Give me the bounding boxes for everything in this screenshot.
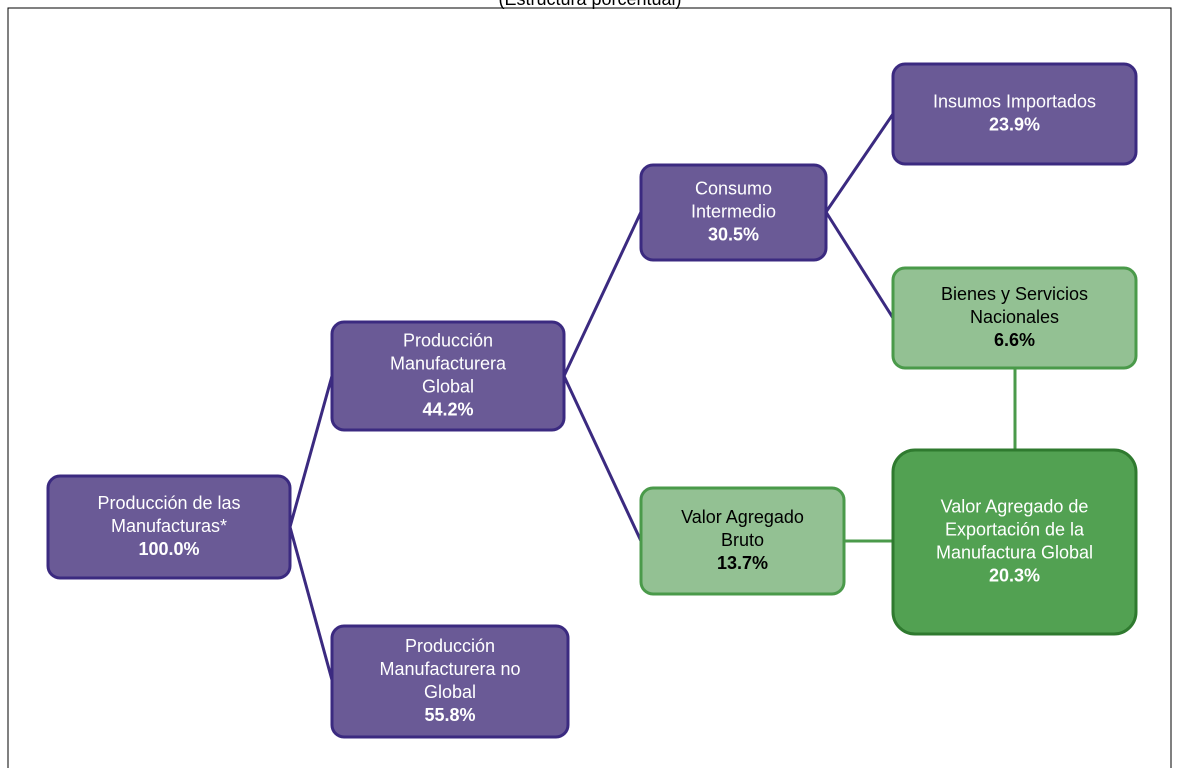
node-label: Global [424,682,476,702]
node-label: Bruto [721,530,764,550]
node-box [891,266,1138,370]
connector [288,375,334,528]
node: Insumos Importados 23.9% [891,62,1138,166]
node: Producción Manufacturera no Global 55.8% [330,624,570,739]
node: Consumo Intermedio 30.5% [639,163,828,262]
node-label: Producción [405,636,495,656]
node-label: Manufacturas* [111,516,227,536]
frame [7,7,1172,768]
connector [562,211,643,377]
node: Valor Agregado Bruto 13.7% [639,486,846,596]
node-value: 55.8% [424,705,475,725]
node-value: 20.3% [989,565,1040,585]
connector [288,526,334,681]
node-label: Bienes y Servicios [941,284,1088,304]
node-label: Nacionales [970,307,1059,327]
node-label: Producción de las [97,493,240,513]
connector [824,211,895,319]
connectors [288,113,1017,681]
node-box [891,62,1138,166]
node-value: 23.9% [989,114,1040,134]
node-value: 44.2% [422,399,473,419]
node-label: Exportación de la [945,519,1085,539]
node-label: Intermedio [691,201,776,221]
node: Bienes y Servicios Nacionales 6.6% [891,266,1138,370]
node-box [330,624,570,739]
node-label: Consumo [695,178,772,198]
node-label: Manufacturera no [379,659,520,679]
node-label: Producción [403,330,493,350]
node-value: 6.6% [994,330,1035,350]
nodes: Producción de lasManufacturas*100.0%Prod… [46,62,1138,739]
node-box [639,163,828,262]
node: Valor Agregado de Exportación de la Manufa… [891,448,1138,636]
connector [562,375,643,542]
node-label: Manufacturera [390,353,507,373]
node: Producción de las Manufacturas* 100.0% [46,474,292,580]
connector [824,113,895,213]
node-label: Global [422,376,474,396]
subtitle: (Estructura porcentual) [498,0,681,9]
node-label: Manufactura Global [936,542,1093,562]
node-value: 13.7% [717,553,768,573]
node-label: Valor Agregado de [941,496,1089,516]
node-box [330,320,566,432]
node-label: Valor Agregado [681,507,804,527]
node-box [891,448,1138,636]
node-label: Insumos Importados [933,91,1096,111]
node-value: 100.0% [138,539,199,559]
node-box [639,486,846,596]
node-box [46,474,292,580]
node-value: 30.5% [708,224,759,244]
node: Producción Manufacturera Global 44.2% [330,320,566,432]
